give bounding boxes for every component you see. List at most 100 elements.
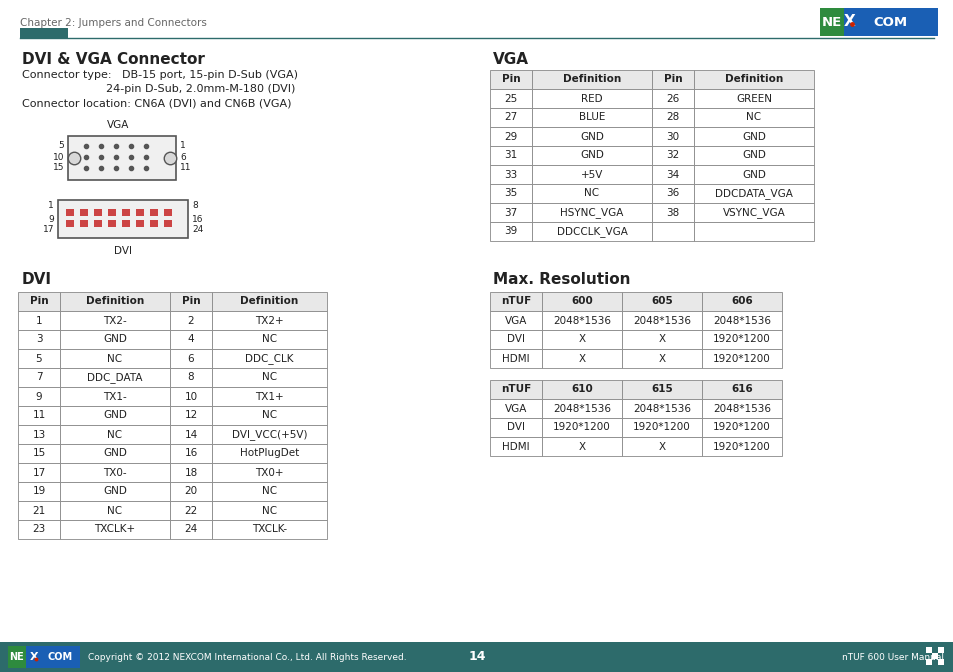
Text: Chapter 2: Jumpers and Connectors: Chapter 2: Jumpers and Connectors [20,18,207,28]
Bar [212,311,327,330]
Text: Pin: Pin [501,75,519,85]
Bar [490,399,541,418]
Text: 16: 16 [192,214,203,224]
Bar [122,209,130,216]
Text: GND: GND [103,448,127,458]
Bar [66,209,74,216]
Text: Definition: Definition [724,75,782,85]
Text: NC: NC [262,335,276,345]
Text: DDC_CLK: DDC_CLK [245,353,294,364]
Text: 6: 6 [180,153,186,161]
Bar [701,349,781,368]
Bar [170,387,212,406]
Bar [94,220,102,227]
Text: DDC_DATA: DDC_DATA [87,372,143,383]
Bar [541,311,621,330]
Text: TX0+: TX0+ [255,468,283,478]
Text: 2048*1536: 2048*1536 [553,315,610,325]
Text: DVI: DVI [506,423,524,433]
Text: 605: 605 [651,296,672,306]
Bar [8,646,26,668]
Bar [490,70,532,89]
Bar [18,311,60,330]
Text: X: X [30,652,38,662]
Bar [490,418,541,437]
Bar [621,380,701,399]
Text: 2048*1536: 2048*1536 [633,315,690,325]
Text: GND: GND [579,132,603,142]
Text: HotPlugDet: HotPlugDet [239,448,299,458]
Bar [541,399,621,418]
Bar [58,200,188,238]
Text: 24-pin D-Sub, 2.0mm-M-180 (DVI): 24-pin D-Sub, 2.0mm-M-180 (DVI) [22,84,295,94]
Bar [94,209,102,216]
Text: 15: 15 [32,448,46,458]
Text: 9: 9 [35,392,42,401]
Bar [693,89,813,108]
Bar [621,292,701,311]
Bar [170,501,212,520]
Text: VGA: VGA [504,315,527,325]
Text: 34: 34 [666,169,679,179]
Bar [490,184,532,203]
Bar [170,425,212,444]
Bar [701,399,781,418]
Bar [701,311,781,330]
Text: 11: 11 [180,163,192,173]
Bar [60,425,170,444]
Bar [18,425,60,444]
Bar [164,220,172,227]
Bar [164,209,172,216]
Bar [925,647,931,653]
Text: X: X [578,353,585,364]
Text: X: X [658,442,665,452]
Bar [701,292,781,311]
Text: HDMI: HDMI [501,442,529,452]
Text: NC: NC [108,353,122,364]
Bar [60,463,170,482]
Bar [212,368,327,387]
Text: GND: GND [103,411,127,421]
Text: 17: 17 [32,468,46,478]
Bar [136,209,144,216]
Text: 25: 25 [504,93,517,103]
Bar [490,330,541,349]
Bar [532,146,651,165]
Bar [18,482,60,501]
Bar [170,463,212,482]
Bar [60,349,170,368]
Bar [18,520,60,539]
Bar [693,184,813,203]
Bar [937,647,943,653]
Text: 5: 5 [35,353,42,364]
Bar [693,108,813,127]
Text: 39: 39 [504,226,517,237]
Text: 29: 29 [504,132,517,142]
Bar [18,406,60,425]
Bar [490,89,532,108]
Text: 17: 17 [43,226,54,235]
Bar [60,330,170,349]
Bar [66,220,74,227]
Text: 14: 14 [468,650,485,663]
Text: 33: 33 [504,169,517,179]
Bar [621,349,701,368]
Bar [621,437,701,456]
Bar [60,501,170,520]
Text: 36: 36 [666,189,679,198]
Text: nTUF: nTUF [500,384,531,394]
Text: GND: GND [741,132,765,142]
Bar [170,349,212,368]
Text: X: X [843,15,855,30]
Text: 1: 1 [180,142,186,151]
Text: 27: 27 [504,112,517,122]
Bar [693,203,813,222]
Bar [490,349,541,368]
Bar [20,28,68,38]
Text: 30: 30 [666,132,679,142]
Text: 600: 600 [571,296,592,306]
Text: NE: NE [821,15,841,28]
Bar [490,203,532,222]
Text: 22: 22 [184,505,197,515]
Text: 1920*1200: 1920*1200 [633,423,690,433]
